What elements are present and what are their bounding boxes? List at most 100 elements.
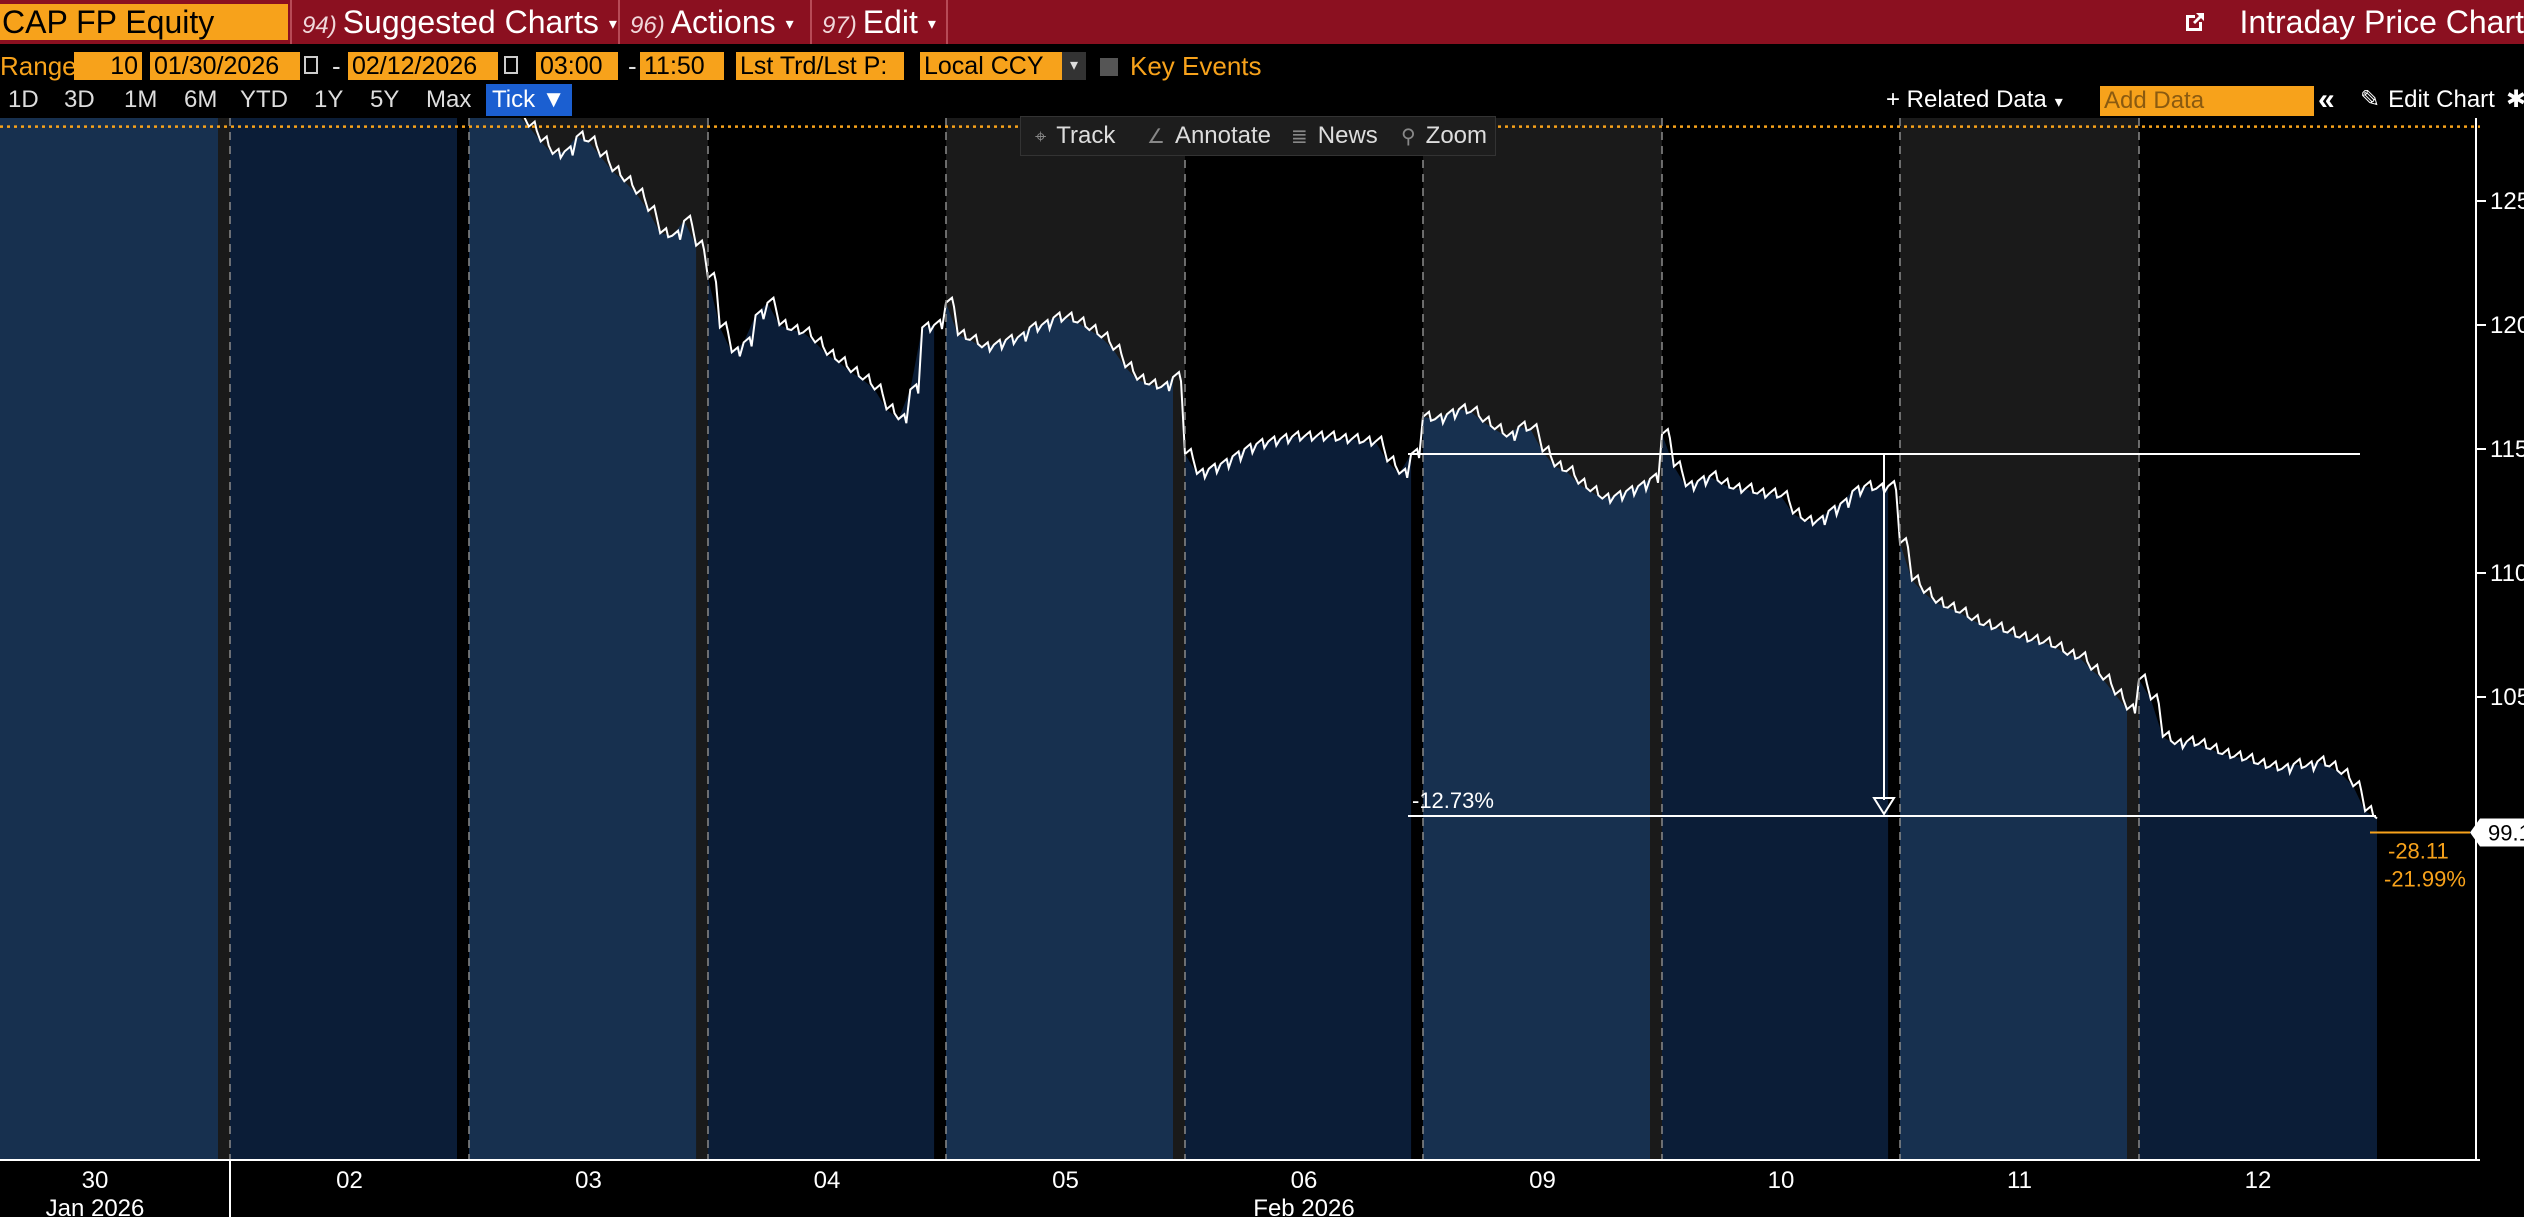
caret-down-icon: ▾ xyxy=(785,15,794,33)
dropdown-arrow-icon[interactable]: ▾ xyxy=(1062,52,1086,80)
y-axis: 105110115120125130135 xyxy=(2475,118,2524,1160)
annotate-label: Annotate xyxy=(1174,122,1272,149)
edit-menu[interactable]: 97) Edit ▾ xyxy=(810,0,948,44)
title-bar: CAP FP Equity 94) Suggested Charts ▾ 96) Ac… xyxy=(0,0,2524,44)
related-data-label: + Related Data xyxy=(1886,86,2047,113)
end-time-input[interactable]: 11:50 xyxy=(640,52,724,80)
start-date-input[interactable]: 01/30/2026 xyxy=(150,52,300,80)
day-area xyxy=(1900,543,2127,1160)
last-price-value: 99.1 xyxy=(2488,821,2524,846)
magnifier-icon: ⚲ xyxy=(1401,126,1416,148)
y-tick-label: 125 xyxy=(2490,188,2524,215)
y-tick-label: 110 xyxy=(2490,560,2524,587)
price-field-select[interactable]: Lst Trd/Lst P: xyxy=(736,52,904,80)
day-area xyxy=(469,118,697,1160)
period-5y[interactable]: 5Y xyxy=(370,86,400,113)
period-1m[interactable]: 1M xyxy=(124,86,158,113)
x-axis: 30 02 03 04 05 06 09 10 11 12 Jan 2026 Feb 2026 xyxy=(0,1159,2480,1217)
menu-label: Suggested Charts xyxy=(342,4,599,40)
date-separator: - xyxy=(332,51,341,81)
zoom-label: Zoom xyxy=(1425,122,1488,149)
pencil-icon: ∠ xyxy=(1147,126,1165,148)
period-1y[interactable]: 1Y xyxy=(314,86,344,113)
caret-down-icon: ▾ xyxy=(927,15,936,33)
day-area xyxy=(1662,434,1889,1161)
caret-down-icon: ▾ xyxy=(2054,94,2063,111)
menu-number: 97) xyxy=(822,12,857,39)
menu-label: Edit xyxy=(862,4,918,40)
range-value-input[interactable]: 10 xyxy=(74,52,142,80)
collapse-icon[interactable]: « xyxy=(2318,83,2335,116)
measure-tool: -12.73% xyxy=(1408,452,2376,818)
month-label: Jan 2026 xyxy=(46,1195,145,1217)
menu-number: 96) xyxy=(630,12,665,39)
actions-menu[interactable]: 96) Actions ▾ xyxy=(618,0,804,44)
key-events-label: Key Events xyxy=(1130,51,1262,81)
x-tick-label: 04 xyxy=(814,1167,841,1194)
range-bar: Range 10 01/30/2026 - 02/12/2026 03:00 -… xyxy=(0,48,2524,84)
period-ytd[interactable]: YTD xyxy=(240,86,288,113)
calendar-icon[interactable] xyxy=(304,56,318,74)
zoom-button[interactable]: ⚲ Zoom xyxy=(1401,117,1487,155)
period-3d[interactable]: 3D xyxy=(64,86,95,113)
add-data-input[interactable]: Add Data xyxy=(2100,86,2314,116)
x-tick-label: 11 xyxy=(2007,1167,2032,1194)
period-max[interactable]: Max xyxy=(426,86,472,113)
last-price-marker: 99.1 -28.11 -21.99% xyxy=(2370,818,2524,892)
currency-select[interactable]: Local CCY xyxy=(920,52,1062,80)
period-bar: 1D 3D 1M 6M YTD 1Y 5Y Max Tick ▼ + Relat… xyxy=(0,84,2524,118)
news-label: News xyxy=(1317,122,1378,149)
period-6m[interactable]: 6M xyxy=(184,86,218,113)
menu-number: 94) xyxy=(302,12,337,39)
popout-icon[interactable] xyxy=(2183,10,2207,34)
suggested-charts-menu[interactable]: 94) Suggested Charts ▾ xyxy=(290,0,627,44)
start-time-input[interactable]: 03:00 xyxy=(536,52,618,80)
x-tick-label: 06 xyxy=(1291,1167,1318,1194)
x-tick-label: 12 xyxy=(2245,1167,2272,1194)
price-chart[interactable]: -12.73% 30 02 03 04 05 06 09 10 11 12 Jan 2026 Feb … xyxy=(0,118,2524,1217)
day-area xyxy=(946,302,1173,1160)
edit-chart-button[interactable]: ✎ Edit Chart xyxy=(2360,84,2495,116)
x-tick-label: 05 xyxy=(1052,1167,1079,1194)
edit-chart-label: Edit Chart xyxy=(2388,86,2495,113)
pencil-icon: ✎ xyxy=(2360,86,2381,113)
day-area xyxy=(230,118,457,1160)
end-date-input[interactable]: 02/12/2026 xyxy=(348,52,498,80)
period-tick[interactable]: Tick ▼ xyxy=(486,84,572,116)
day-area xyxy=(1423,409,1650,1160)
change-percent: -21.99% xyxy=(2384,867,2466,892)
x-tick-label: 02 xyxy=(336,1167,363,1194)
settings-icon[interactable]: ✱ xyxy=(2506,86,2524,113)
y-tick-label: 115 xyxy=(2490,436,2524,463)
window-title-text: Intraday Price Chart xyxy=(2239,4,2524,40)
x-tick-label: 03 xyxy=(575,1167,602,1194)
key-events-checkbox[interactable] xyxy=(1100,58,1118,76)
x-tick-label: 30 xyxy=(82,1167,109,1194)
last-price-tag xyxy=(2470,818,2524,847)
menu-label: Actions xyxy=(670,4,776,40)
day-area xyxy=(0,118,218,1160)
calendar-icon[interactable] xyxy=(504,56,518,74)
y-tick-label: 120 xyxy=(2490,312,2524,339)
news-button[interactable]: ≣ News xyxy=(1291,117,1378,155)
ticker-field[interactable]: CAP FP Equity xyxy=(0,4,288,40)
day-area xyxy=(1185,436,1412,1161)
time-separator: - xyxy=(628,51,637,81)
x-tick-label: 09 xyxy=(1529,1167,1556,1194)
period-1d[interactable]: 1D xyxy=(8,86,39,113)
arrow-down-icon xyxy=(1872,797,1896,816)
news-icon: ≣ xyxy=(1291,126,1308,148)
measure-label: -12.73% xyxy=(1412,788,1494,813)
y-tick-label: 105 xyxy=(2490,684,2524,711)
range-label: Range xyxy=(0,51,77,81)
day-area xyxy=(2139,679,2377,1160)
day-area xyxy=(708,277,935,1160)
track-label: Track xyxy=(1056,122,1116,149)
caret-down-icon: ▾ xyxy=(608,15,617,33)
x-tick-label: 10 xyxy=(1768,1167,1795,1194)
window-title: Intraday Price Chart xyxy=(2179,0,2524,44)
track-button[interactable]: ⌖ Track xyxy=(1035,117,1115,155)
chart-toolbar: ⌖ Track ∠ Annotate ≣ News ⚲ Zoom xyxy=(1020,116,1496,156)
related-data-button[interactable]: + Related Data ▾ xyxy=(1886,84,2063,116)
annotate-button[interactable]: ∠ Annotate xyxy=(1147,117,1271,155)
